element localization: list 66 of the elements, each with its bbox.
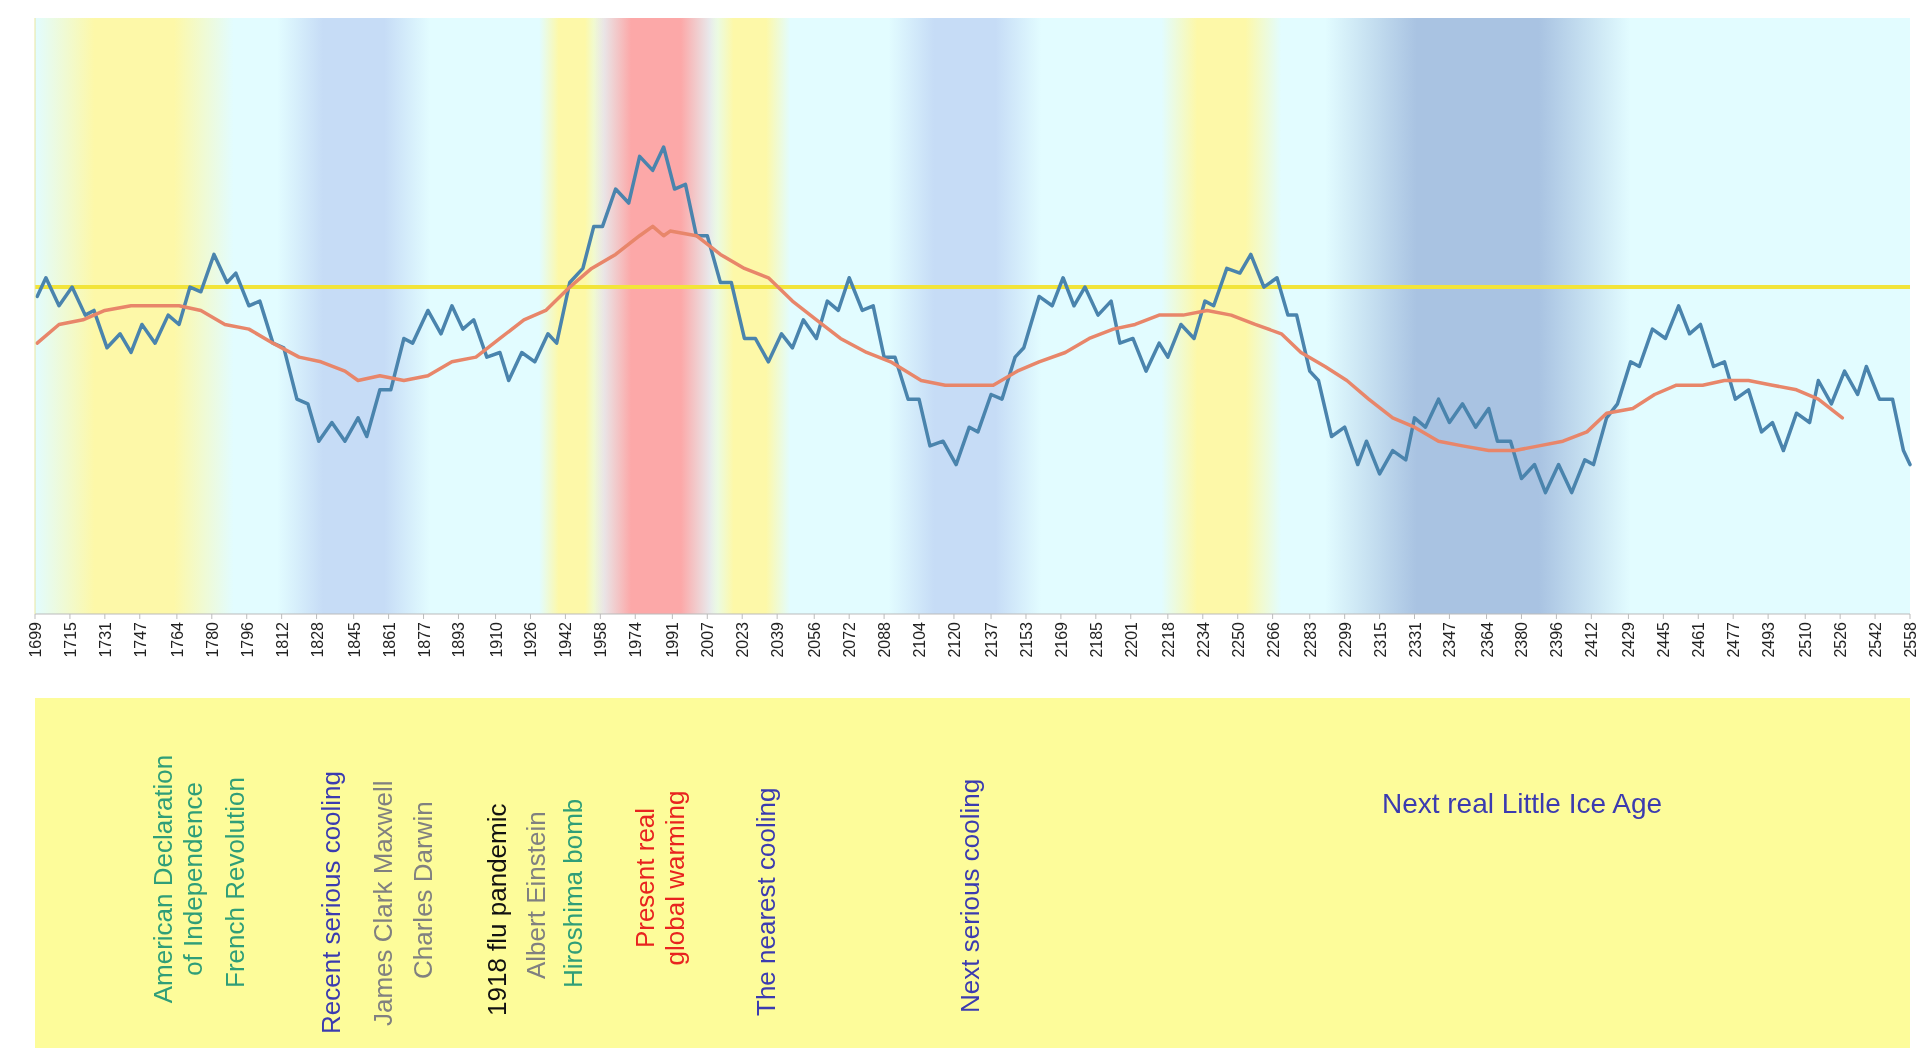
x-tick-label: 1991	[664, 621, 682, 658]
x-tick-label: 2234	[1194, 621, 1212, 658]
x-tick-label: 1780	[203, 621, 221, 658]
x-tick-label: 2104	[911, 621, 929, 658]
x-tick-label: 1828	[308, 621, 326, 658]
text: The nearest cooling	[751, 787, 782, 1016]
x-tick-label: 2039	[769, 621, 787, 658]
x-tick-label: 2088	[876, 621, 894, 658]
x-tick-label: 2510	[1797, 621, 1815, 658]
x-tick-label: 2007	[699, 621, 717, 658]
x-tick-label: 2396	[1548, 621, 1566, 658]
text: 1918 flu pandemic	[482, 803, 513, 1016]
x-tick-label: 1958	[592, 621, 610, 658]
x-tick-label: 2266	[1264, 621, 1282, 658]
x-tick-label: 2072	[841, 621, 859, 658]
x-tick-label: 2429	[1620, 621, 1638, 658]
x-tick-label: 1715	[61, 621, 79, 658]
x-tick-label: 1845	[345, 621, 363, 658]
x-tick-label: 1942	[557, 621, 575, 658]
text: Next serious cooling	[955, 778, 986, 1013]
x-tick-label: 2185	[1087, 621, 1105, 658]
x-tick-label: 1796	[238, 621, 256, 658]
x-tick-label: 2364	[1478, 621, 1496, 658]
text: Charles Darwin	[408, 801, 439, 979]
x-tick-label: 2201	[1122, 621, 1140, 658]
text: Next real Little Ice Age	[1381, 788, 1663, 819]
x-tick-label: 2315	[1371, 621, 1389, 658]
x-tick-label: 2461	[1690, 621, 1708, 658]
x-tick-label: 1926	[522, 621, 540, 658]
x-tick-label: 1764	[168, 621, 186, 658]
x-tick-label: 1747	[131, 621, 149, 658]
x-tick-label: 2218	[1159, 621, 1177, 658]
x-tick-label: 2347	[1441, 621, 1459, 658]
x-tick-label: 2477	[1725, 621, 1743, 658]
x-tick-label: 2250	[1229, 621, 1247, 658]
x-tick-label: 2283	[1301, 621, 1319, 658]
text: James Clark Maxwell	[368, 780, 399, 1026]
x-tick-label: 1877	[415, 621, 433, 658]
x-tick-label: 1812	[273, 621, 291, 658]
text: Albert Einstein	[521, 811, 552, 979]
x-tick-label: 2331	[1406, 621, 1424, 658]
x-tick-label: 2526	[1832, 621, 1850, 658]
text: Hiroshima bomb	[558, 798, 589, 988]
x-tick-label: 2380	[1513, 621, 1531, 658]
x-tick-label: 2445	[1655, 621, 1673, 658]
x-tick-label: 2542	[1867, 621, 1885, 658]
x-tick-label: 1910	[487, 621, 505, 658]
x-tick-label: 1974	[627, 621, 645, 658]
x-tick-label: 2169	[1052, 621, 1070, 658]
text: Present real global warming	[630, 790, 691, 966]
x-tick-label: 2120	[945, 621, 963, 658]
x-tick-label: 2056	[806, 621, 824, 658]
x-tick-label: 1731	[96, 621, 114, 658]
text: Recent serious cooling	[316, 770, 347, 1034]
text: American Declaration of Independence	[148, 754, 209, 1004]
x-tick-label: 2023	[734, 621, 752, 658]
text: French Revolution	[220, 777, 251, 988]
x-tick-label: 1699	[27, 621, 44, 658]
x-tick-label: 2412	[1583, 621, 1601, 658]
x-tick-label: 2137	[983, 621, 1001, 658]
x-tick-label: 2153	[1017, 621, 1035, 658]
x-tick-label: 1861	[380, 621, 398, 658]
x-tick-label: 2558	[1902, 621, 1919, 658]
x-tick-label: 2299	[1336, 621, 1354, 658]
x-tick-label: 2493	[1760, 621, 1778, 658]
x-tick-label: 1893	[450, 621, 468, 658]
